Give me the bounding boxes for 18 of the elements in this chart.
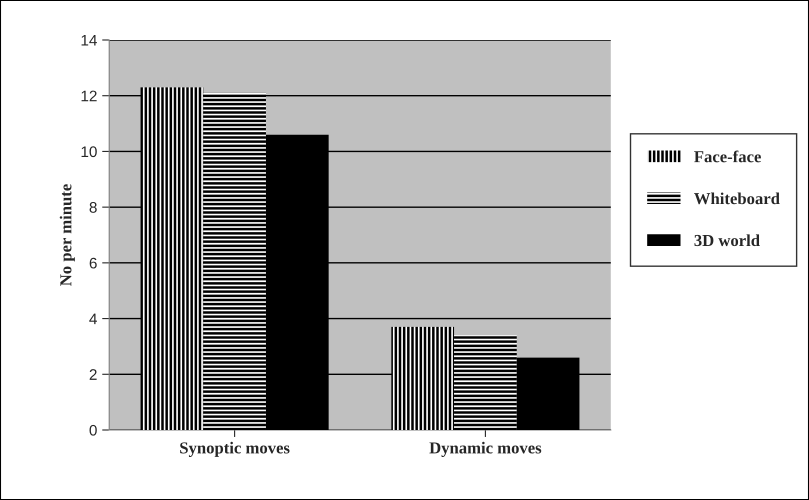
bar <box>203 92 266 430</box>
legend-label: Face-face <box>694 150 761 162</box>
bar <box>140 87 204 430</box>
y-tick-label: 6 <box>90 258 97 269</box>
y-axis-title: No per minute <box>60 184 75 286</box>
y-tick-label: 10 <box>82 146 97 158</box>
y-tick-label: 14 <box>82 35 97 46</box>
legend-label: 3D world <box>694 234 760 246</box>
y-tick-label: 0 <box>90 424 97 436</box>
bar <box>454 335 517 430</box>
x-tick-label: Synoptic moves <box>180 442 290 457</box>
y-tick-label: 2 <box>90 369 97 380</box>
y-tick-label: 4 <box>89 314 97 324</box>
bar <box>391 326 454 430</box>
x-tick-label: Dynamic moves <box>429 442 542 457</box>
legend-label: Whiteboard <box>694 192 780 204</box>
y-tick-label: 12 <box>82 90 97 102</box>
y-tick-label: 8 <box>90 202 97 213</box>
